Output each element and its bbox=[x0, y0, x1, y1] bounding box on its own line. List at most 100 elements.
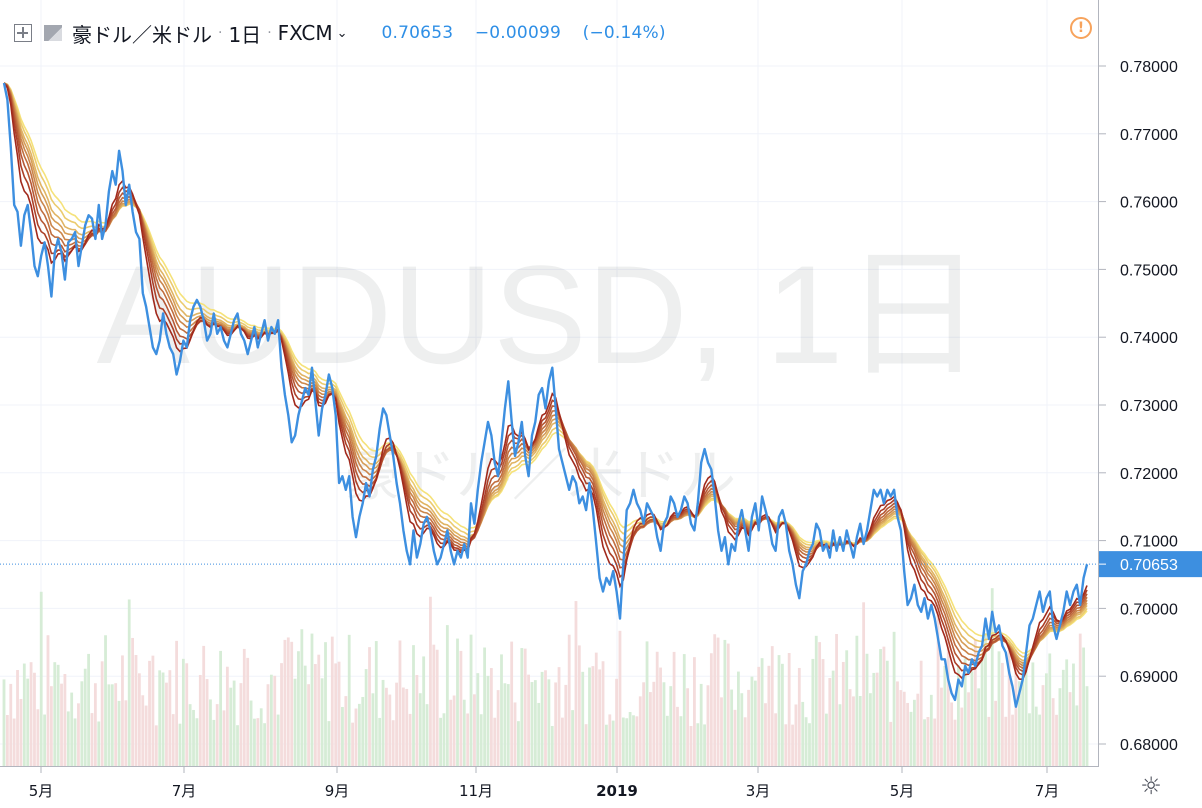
volume-bar bbox=[713, 634, 717, 766]
volume-bar bbox=[933, 718, 937, 766]
volume-bar bbox=[733, 709, 737, 766]
volume-bar bbox=[547, 679, 551, 766]
volume-bar bbox=[16, 670, 19, 766]
volume-bar bbox=[896, 681, 899, 766]
volume-bar bbox=[83, 668, 87, 766]
volume-bar bbox=[36, 709, 40, 766]
volume-bar bbox=[107, 684, 111, 766]
volume-bar bbox=[1061, 669, 1065, 766]
volume-bar bbox=[577, 645, 581, 766]
volume-bar bbox=[212, 719, 216, 766]
volume-bar bbox=[1068, 692, 1072, 766]
volume-bar bbox=[303, 665, 307, 766]
volume-bar bbox=[229, 687, 233, 766]
volume-bar bbox=[523, 648, 527, 766]
volume-bar bbox=[22, 663, 26, 766]
volume-bar bbox=[476, 673, 480, 766]
volume-bar bbox=[1072, 663, 1075, 766]
volume-bar bbox=[628, 712, 632, 766]
volume-bar bbox=[385, 687, 388, 766]
volume-bar bbox=[621, 717, 625, 766]
volume-bar bbox=[611, 720, 615, 766]
volume-bar bbox=[347, 634, 351, 766]
volume-bar bbox=[889, 721, 893, 766]
volume-bar bbox=[953, 719, 957, 766]
volume-bar bbox=[902, 691, 906, 766]
volume-bar bbox=[442, 713, 446, 766]
volume-bar bbox=[544, 670, 547, 766]
volume-bar bbox=[171, 714, 175, 766]
volume-bar bbox=[178, 723, 182, 766]
volume-bar bbox=[693, 657, 696, 766]
volume-bar bbox=[703, 724, 706, 766]
price-readout: 0.70653 −0.00099 (−0.14%) bbox=[382, 23, 682, 43]
volume-bar bbox=[588, 667, 591, 766]
y-tick-label: 0.78000 bbox=[1120, 59, 1178, 76]
volume-bar bbox=[2, 679, 6, 766]
alert-warning-icon[interactable]: ! bbox=[1070, 17, 1092, 39]
volume-bar bbox=[686, 688, 690, 766]
volume-bar bbox=[757, 666, 761, 766]
volume-bar bbox=[984, 632, 987, 766]
volume-bar bbox=[649, 692, 652, 766]
volume-bar bbox=[808, 723, 811, 766]
volume-bar bbox=[659, 667, 662, 766]
volume-bar bbox=[784, 724, 788, 766]
exchange-selector[interactable]: FXCM ⌄ bbox=[278, 21, 348, 45]
volume-bar bbox=[618, 630, 622, 766]
volume-bar bbox=[330, 636, 334, 766]
volume-bar bbox=[527, 674, 530, 766]
volume-bar bbox=[60, 683, 63, 766]
interval-label[interactable]: 1日 bbox=[228, 22, 262, 47]
volume-bar bbox=[513, 702, 517, 766]
volume-bar bbox=[1085, 686, 1089, 766]
volume-bar bbox=[317, 654, 321, 766]
volume-bar bbox=[188, 704, 192, 766]
volume-bar bbox=[963, 658, 967, 766]
volume-bar bbox=[632, 715, 635, 766]
volume-bar bbox=[456, 638, 459, 766]
volume-bar bbox=[1004, 716, 1008, 766]
volume-bar bbox=[300, 629, 304, 766]
volume-bar bbox=[151, 655, 155, 766]
volume-bar bbox=[408, 713, 412, 766]
volume-bar bbox=[144, 705, 148, 766]
volume-bar bbox=[195, 718, 199, 766]
volume-bar bbox=[818, 642, 822, 766]
volume-bar bbox=[980, 657, 984, 766]
volume-bar bbox=[418, 693, 422, 766]
volume-bar bbox=[425, 704, 429, 766]
x-tick-label: 7月 bbox=[172, 782, 197, 800]
volume-bar bbox=[496, 690, 500, 766]
volume-bar bbox=[87, 653, 91, 766]
symbol-name[interactable]: 豪ドル／米ドル bbox=[72, 22, 212, 47]
crosshair-add-icon[interactable] bbox=[14, 24, 32, 42]
volume-bar bbox=[655, 651, 659, 766]
volume-bar bbox=[127, 599, 131, 766]
volume-bar bbox=[246, 657, 250, 766]
volume-bar bbox=[395, 682, 398, 766]
volume-bar bbox=[297, 651, 300, 766]
volume-bar bbox=[26, 678, 30, 766]
volume-bar bbox=[760, 658, 764, 766]
volume-bar bbox=[500, 654, 503, 766]
volume-bar bbox=[73, 718, 77, 766]
volume-bar bbox=[906, 702, 910, 766]
volume-bar bbox=[601, 661, 605, 766]
volume-bar bbox=[946, 639, 950, 766]
volume-bar bbox=[855, 635, 859, 766]
volume-bar bbox=[517, 721, 520, 766]
volume-bar bbox=[290, 641, 294, 766]
settings-sun-icon[interactable]: ☼ bbox=[1140, 772, 1162, 800]
price-change-value: −0.00099 bbox=[474, 23, 561, 43]
volume-bar bbox=[567, 634, 571, 766]
volume-bar bbox=[676, 706, 679, 766]
volume-bar bbox=[1078, 633, 1082, 766]
volume-bar bbox=[960, 707, 964, 766]
volume-bar bbox=[591, 666, 595, 766]
symbol-flag-icon bbox=[44, 25, 62, 41]
volume-bar bbox=[449, 699, 453, 766]
volume-bar bbox=[533, 680, 537, 766]
